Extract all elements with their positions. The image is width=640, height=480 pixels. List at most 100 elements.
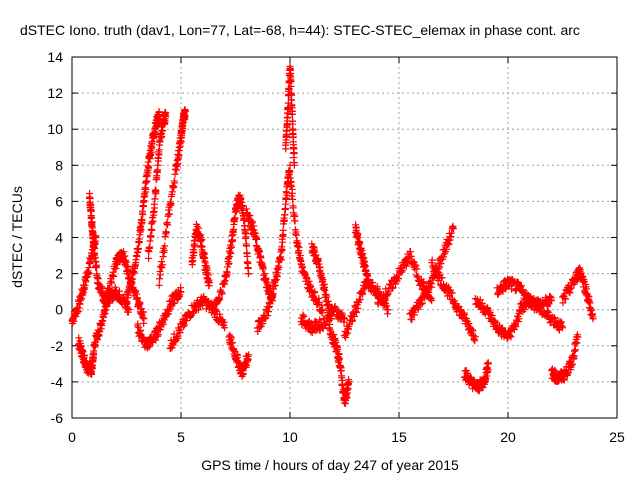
data-point — [561, 295, 569, 303]
data-point — [79, 348, 87, 356]
data-point — [290, 149, 298, 157]
y-axis-label: dSTEC / TECUs — [9, 186, 25, 288]
x-tick-label: 0 — [68, 429, 76, 445]
data-point — [295, 243, 303, 251]
data-point — [136, 238, 144, 246]
data-point — [457, 306, 465, 314]
data-point — [341, 315, 348, 323]
data-point — [538, 302, 546, 310]
data-point — [334, 345, 342, 353]
data-point — [440, 253, 448, 261]
data-point — [471, 333, 479, 341]
data-point — [319, 306, 327, 314]
data-point — [147, 233, 155, 241]
data-point — [299, 311, 307, 319]
data-point — [225, 259, 233, 267]
data-point — [406, 248, 414, 256]
data-point — [155, 281, 163, 289]
data-point — [354, 230, 362, 238]
data-point — [407, 252, 415, 260]
data-point — [159, 320, 167, 328]
data-point — [227, 250, 235, 258]
data-point — [137, 226, 145, 234]
data-point — [428, 297, 436, 305]
x-tick-label: 5 — [177, 429, 185, 445]
data-point — [248, 218, 256, 226]
data-point — [152, 336, 160, 344]
data-point — [437, 260, 445, 268]
data-point — [488, 312, 496, 320]
data-point — [128, 279, 136, 287]
data-point — [294, 239, 302, 247]
data-point — [167, 200, 175, 208]
data-point — [168, 188, 176, 196]
data-point — [164, 221, 172, 229]
data-point — [191, 243, 199, 251]
data-point — [93, 261, 101, 269]
data-point — [384, 306, 392, 314]
data-point — [330, 331, 338, 339]
data-point — [551, 314, 559, 322]
y-tick-label: -6 — [51, 410, 64, 426]
data-point — [156, 275, 164, 283]
data-point — [149, 217, 157, 225]
data-point — [171, 299, 179, 307]
data-point — [316, 263, 324, 271]
data-point — [374, 300, 382, 308]
data-point — [507, 333, 515, 341]
data-point — [499, 324, 507, 332]
y-tick-label: 8 — [55, 157, 63, 173]
data-point — [132, 287, 140, 295]
data-point — [548, 297, 556, 305]
y-tick-label: 2 — [55, 266, 63, 282]
data-point — [559, 299, 567, 307]
data-point — [448, 289, 456, 297]
data-point — [277, 256, 285, 264]
data-point — [152, 187, 160, 195]
data-point — [254, 327, 262, 335]
x-tick-label: 10 — [282, 429, 298, 445]
data-point — [70, 317, 78, 325]
data-point — [298, 263, 306, 271]
data-point — [245, 351, 253, 359]
data-point — [139, 211, 147, 219]
data-point — [165, 306, 173, 314]
data-point — [211, 307, 219, 315]
data-point — [279, 231, 287, 239]
data-point — [414, 305, 422, 313]
data-point — [77, 342, 85, 350]
data-point — [169, 300, 177, 308]
data-point — [181, 107, 189, 115]
data-point — [74, 308, 82, 316]
data-point — [171, 179, 179, 187]
data-point — [158, 132, 166, 140]
data-point — [145, 254, 153, 262]
data-point — [483, 372, 491, 380]
data-point — [126, 285, 134, 293]
data-point — [413, 265, 421, 273]
data-point — [162, 113, 170, 121]
data-point — [288, 189, 296, 197]
data-point — [290, 161, 298, 169]
data-point — [278, 246, 286, 254]
data-point — [90, 351, 98, 359]
data-point — [418, 299, 426, 307]
data-point — [432, 263, 440, 271]
data-point — [170, 183, 178, 191]
data-point — [574, 333, 582, 341]
data-point — [162, 229, 170, 237]
data-point — [395, 275, 403, 283]
data-point — [551, 366, 559, 374]
data-point — [221, 324, 229, 332]
chart-title: dSTEC Iono. truth (dav1, Lon=77, Lat=-68… — [20, 22, 580, 38]
data-point — [106, 286, 114, 294]
data-point — [115, 287, 123, 295]
data-point — [136, 300, 144, 308]
y-tick-label: 6 — [55, 193, 63, 209]
data-point — [571, 346, 579, 354]
data-point — [253, 235, 261, 243]
data-point — [198, 236, 206, 244]
data-point — [145, 163, 153, 171]
